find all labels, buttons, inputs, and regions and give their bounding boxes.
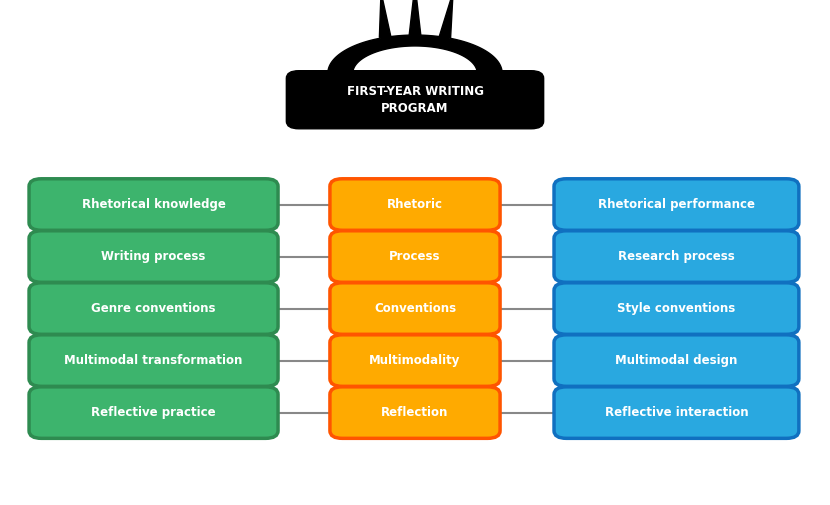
Text: Reflective interaction: Reflective interaction — [604, 406, 749, 419]
FancyBboxPatch shape — [473, 73, 481, 101]
Text: WRTG121: WRTG121 — [635, 244, 718, 259]
FancyBboxPatch shape — [29, 387, 278, 438]
FancyBboxPatch shape — [286, 71, 544, 129]
FancyBboxPatch shape — [29, 179, 278, 230]
Text: Genre conventions: Genre conventions — [91, 302, 216, 315]
FancyBboxPatch shape — [29, 283, 278, 334]
FancyBboxPatch shape — [554, 179, 798, 230]
Text: WRTG120: WRTG120 — [112, 244, 195, 259]
Polygon shape — [439, 0, 453, 37]
Polygon shape — [379, 0, 391, 37]
Polygon shape — [328, 35, 502, 73]
Text: Conventions: Conventions — [374, 302, 456, 315]
Text: Reflection: Reflection — [381, 406, 449, 419]
Text: Multimodal design: Multimodal design — [615, 354, 738, 367]
Text: Core Principles: Core Principles — [350, 252, 480, 268]
Text: Research process: Research process — [618, 250, 735, 263]
Text: Reflective practice: Reflective practice — [91, 406, 216, 419]
Text: Multimodality: Multimodality — [369, 354, 461, 367]
FancyBboxPatch shape — [554, 387, 798, 438]
FancyBboxPatch shape — [330, 231, 500, 282]
FancyBboxPatch shape — [330, 179, 500, 230]
Text: Process: Process — [389, 250, 441, 263]
FancyBboxPatch shape — [349, 73, 357, 101]
FancyBboxPatch shape — [325, 73, 332, 101]
Text: Writing process: Writing process — [101, 250, 206, 263]
Text: Multimodal transformation: Multimodal transformation — [65, 354, 242, 367]
FancyBboxPatch shape — [330, 387, 500, 438]
Text: Style conventions: Style conventions — [618, 302, 735, 315]
FancyBboxPatch shape — [29, 335, 278, 386]
FancyBboxPatch shape — [554, 283, 798, 334]
Text: Rhetoric: Rhetoric — [387, 198, 443, 211]
Text: Rhetorical knowledge: Rhetorical knowledge — [81, 198, 226, 211]
Text: Rhetorical performance: Rhetorical performance — [598, 198, 755, 211]
Text: Course Outcomes: Course Outcomes — [601, 262, 752, 277]
FancyBboxPatch shape — [498, 73, 506, 101]
Polygon shape — [409, 0, 421, 35]
FancyBboxPatch shape — [330, 283, 500, 334]
FancyBboxPatch shape — [554, 231, 798, 282]
FancyBboxPatch shape — [554, 335, 798, 386]
Text: Course Outcomes: Course Outcomes — [78, 262, 229, 277]
FancyBboxPatch shape — [29, 231, 278, 282]
FancyBboxPatch shape — [330, 335, 500, 386]
Text: FIRST-YEAR WRITING
PROGRAM: FIRST-YEAR WRITING PROGRAM — [346, 85, 484, 115]
